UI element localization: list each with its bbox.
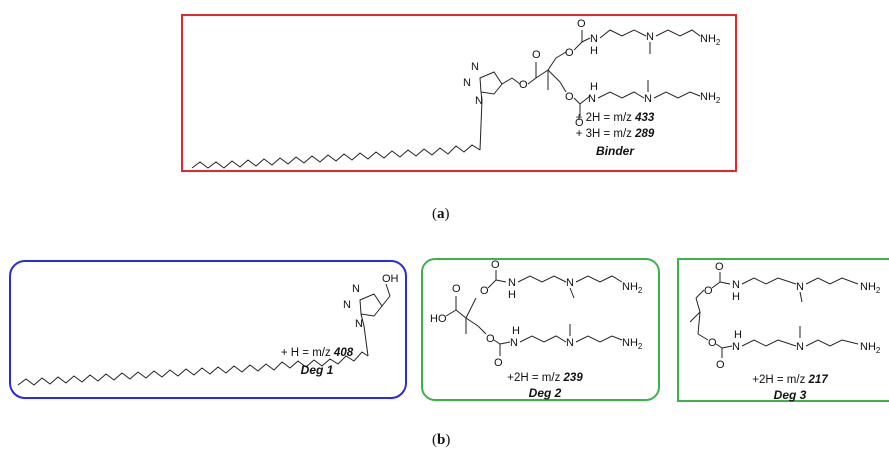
deg3-atom-h-up: H xyxy=(732,291,740,303)
deg1-structure: N N N OH xyxy=(17,273,399,386)
binder-atom-o-up: O xyxy=(565,47,574,59)
deg2-atom-h-low: H xyxy=(512,325,520,337)
deg1-alkyl-chain xyxy=(17,351,369,386)
binder-alkyl-chain xyxy=(191,144,481,169)
binder-atom-n1: N xyxy=(471,61,479,73)
deg2-structure: HO O O O N H N NH2 O O H N N NH2 xyxy=(430,259,643,369)
deg2-mz: +2H = m/z 239 xyxy=(507,372,583,384)
binder-atom-o-ester: O xyxy=(519,79,528,91)
deg1-mz: + H = m/z 408 xyxy=(280,347,354,359)
binder-panel xyxy=(181,14,737,172)
deg2-atom-ho: HO xyxy=(430,313,447,325)
deg3-atom-nh2-low: NH2 xyxy=(860,341,881,355)
deg3-atom-n-up-amine: N xyxy=(796,281,804,293)
deg3-name: Deg 3 xyxy=(773,388,807,402)
deg3-atom-h-low: H xyxy=(734,329,742,341)
deg3-structure: O O N H N NH2 O O H N N NH2 xyxy=(689,261,881,371)
binder-atom-n-up-amine: N xyxy=(646,31,654,43)
deg2-atom-o-low-carbonyl: O xyxy=(494,357,503,369)
binder-atom-o-low: O xyxy=(565,91,574,103)
binder-atom-o-up-carbonyl: O xyxy=(577,18,586,30)
deg3-atom-n-low: N xyxy=(732,341,740,353)
caption-b: (b) xyxy=(432,432,451,448)
binder-atom-n-low-amine: N xyxy=(644,93,652,105)
deg1-triazole-ring xyxy=(359,293,383,317)
binder-atom-h-low: H xyxy=(590,81,598,93)
binder-atom-n2: N xyxy=(463,77,471,89)
deg2-atom-o-acid: O xyxy=(452,283,461,295)
deg3-atom-o-up-carbonyl: O xyxy=(715,261,724,273)
deg1-atom-n3: N xyxy=(355,318,363,330)
deg2-atom-nh2-up: NH2 xyxy=(622,281,643,295)
deg2-panel xyxy=(421,258,660,401)
deg2-atom-o-low: O xyxy=(486,333,495,345)
deg1-atom-n1: N xyxy=(352,283,360,295)
deg3-panel xyxy=(677,258,889,402)
binder-atom-n-up: N xyxy=(590,33,598,45)
caption-a: (a) xyxy=(432,206,450,222)
binder-mz-line-1: + 2H = m/z 433 xyxy=(575,112,655,124)
deg2-atom-n-low: N xyxy=(510,337,518,349)
deg2-atom-nh2-low: NH2 xyxy=(622,337,643,351)
binder-atom-o-low-carbonyl: O xyxy=(575,117,584,129)
deg2-atom-o-up: O xyxy=(480,285,489,297)
deg3-atom-o-up: O xyxy=(704,285,713,297)
binder-triazole-ring xyxy=(479,71,503,95)
deg1-atom-oh: OH xyxy=(382,273,399,285)
deg2-atom-h-up: H xyxy=(508,289,516,301)
binder-structure: N N N O O O O N H N NH2 O O H N xyxy=(191,18,721,169)
deg1-atom-n2: N xyxy=(343,299,351,311)
deg2-atom-n-up-amine: N xyxy=(566,277,574,289)
binder-atom-nh2-up: NH2 xyxy=(700,33,721,47)
deg2-atom-n-low-amine: N xyxy=(566,337,574,349)
binder-atom-h-up: H xyxy=(590,45,598,57)
deg3-atom-n-up: N xyxy=(732,279,740,291)
deg3-mz: +2H = m/z 217 xyxy=(752,374,828,386)
binder-name: Binder xyxy=(595,144,634,158)
deg1-name: Deg 1 xyxy=(300,363,334,377)
deg3-atom-n-low-amine: N xyxy=(796,341,804,353)
deg2-name: Deg 2 xyxy=(528,386,562,400)
binder-atom-o-carbonyl: O xyxy=(532,49,541,61)
deg3-atom-o-low-carbonyl: O xyxy=(716,359,725,371)
deg3-atom-nh2-up: NH2 xyxy=(860,281,881,295)
binder-atom-nh2-low: NH2 xyxy=(700,91,721,105)
binder-mz-line-2: + 3H = m/z 289 xyxy=(575,128,655,140)
deg2-atom-n-up: N xyxy=(508,277,516,289)
deg2-atom-o-up-carbonyl: O xyxy=(491,259,500,271)
deg1-panel xyxy=(9,260,407,399)
deg3-atom-o-low: O xyxy=(708,337,717,349)
binder-atom-n-low: N xyxy=(588,93,596,105)
binder-atom-n3: N xyxy=(475,95,483,107)
